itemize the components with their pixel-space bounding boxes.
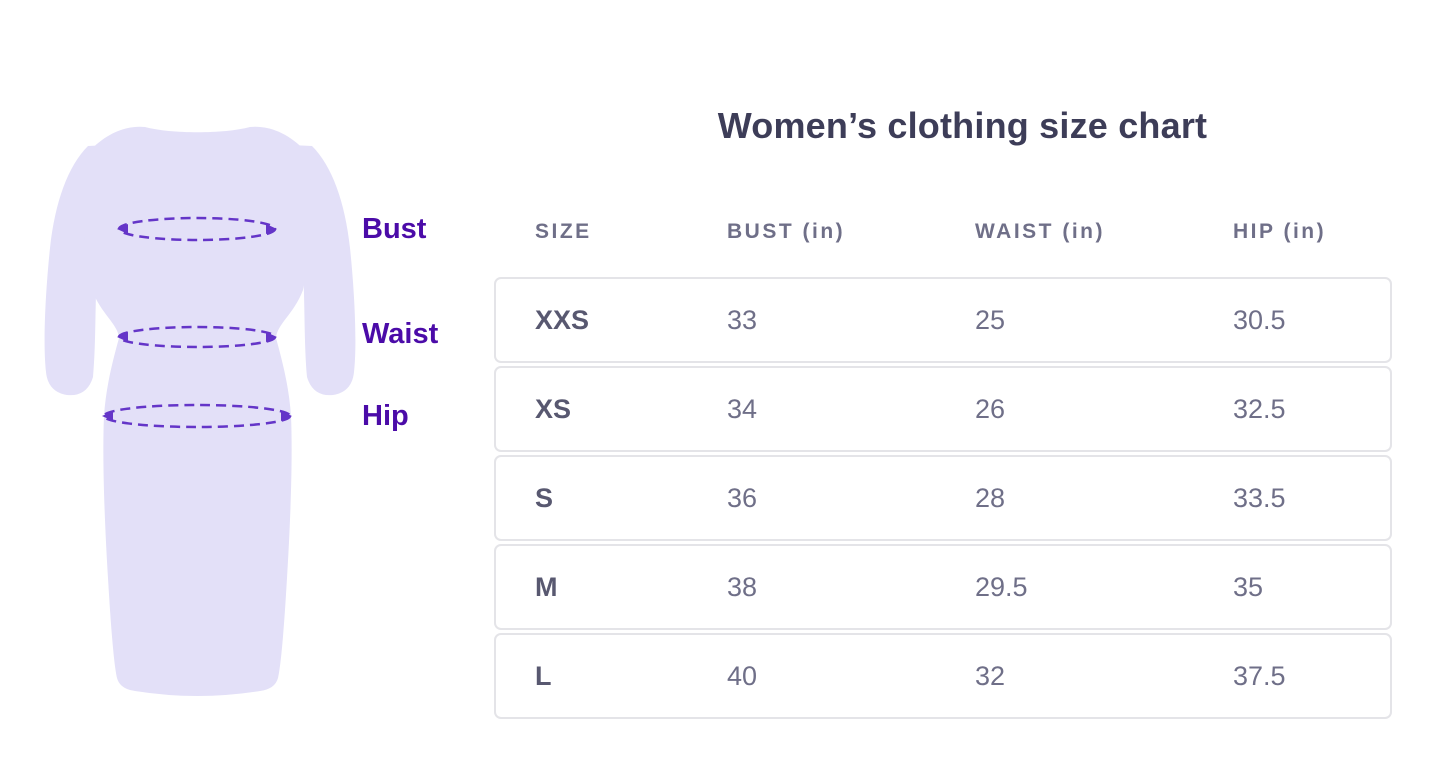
- size-cell: M: [535, 571, 558, 602]
- dress-left-sleeve-shape: [44, 144, 130, 396]
- bust-label: Bust: [362, 213, 427, 245]
- hip-cell: 32.5: [1233, 393, 1286, 424]
- size-cell: L: [535, 660, 552, 691]
- page-title: Women’s clothing size chart: [717, 105, 1208, 146]
- size-cell: XS: [535, 393, 572, 424]
- hip-arrow-left-icon: [102, 411, 113, 421]
- hip-label: Hip: [362, 400, 409, 432]
- bust-cell: 36: [727, 482, 758, 513]
- waist-arrow-left-icon: [117, 332, 128, 342]
- hip-cell: 37.5: [1233, 660, 1286, 691]
- table-row-xs: XS 34 26 32.5: [494, 366, 1392, 452]
- size-cell: S: [535, 482, 554, 513]
- bust-cell: 40: [727, 660, 758, 691]
- table-row-m: M 38 29.5 35: [494, 544, 1392, 630]
- waist-cell: 28: [975, 482, 1006, 513]
- bust-arrow-left-icon: [117, 224, 128, 234]
- table-row-xxs: XXS 33 25 30.5: [494, 277, 1392, 363]
- column-header-waist: WAIST (in): [975, 220, 1105, 243]
- waist-cell: 32: [975, 660, 1006, 691]
- table-header-row: SIZE BUST (in) WAIST (in) HIP (in): [494, 221, 1392, 242]
- column-header-size: SIZE: [535, 220, 592, 243]
- column-header-bust: BUST (in): [727, 220, 846, 243]
- waist-cell: 26: [975, 393, 1006, 424]
- bust-arrow-right-icon: [266, 224, 277, 234]
- waist-label: Waist: [362, 318, 439, 350]
- bust-cell: 33: [727, 304, 758, 335]
- size-table: XXS 33 25 30.5 XS 34 26 32.5 S 36 28 33.…: [494, 277, 1392, 719]
- bust-cell: 38: [727, 571, 758, 602]
- dress-body-shape: [83, 126, 312, 696]
- waist-cell: 25: [975, 304, 1006, 335]
- dress-right-sleeve-shape: [270, 144, 356, 396]
- hip-cell: 33.5: [1233, 482, 1286, 513]
- table-row-l: L 40 32 37.5: [494, 633, 1392, 719]
- dress-illustration: [44, 126, 356, 696]
- table-row-s: S 36 28 33.5: [494, 455, 1392, 541]
- waist-cell: 29.5: [975, 571, 1028, 602]
- hip-cell: 35: [1233, 571, 1264, 602]
- waist-arrow-right-icon: [266, 332, 277, 342]
- size-cell: XXS: [535, 304, 590, 335]
- hip-cell: 30.5: [1233, 304, 1286, 335]
- bust-cell: 34: [727, 393, 758, 424]
- column-header-hip: HIP (in): [1233, 220, 1327, 243]
- hip-arrow-right-icon: [281, 411, 292, 421]
